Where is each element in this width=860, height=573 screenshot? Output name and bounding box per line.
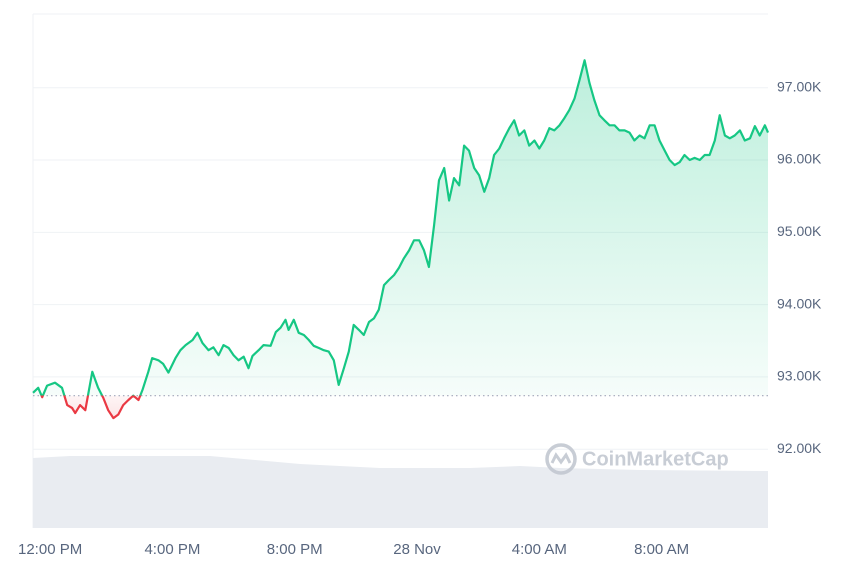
plot-layer [32,59,770,450]
x-tick-label: 12:00 PM [18,541,82,558]
x-tick-label: 8:00 PM [267,541,323,558]
y-tick-label: 97.00K [777,78,822,94]
y-tick-label: 93.00K [777,368,822,384]
watermark-text: CoinMarketCap [582,448,729,470]
y-tick-label: 92.00K [777,440,822,456]
x-tick-label: 4:00 AM [512,541,567,558]
watermark-logo-mark [550,452,572,465]
x-tick-label: 8:00 AM [634,541,689,558]
volume-band [33,456,768,528]
x-tick-label: 4:00 PM [144,541,200,558]
y-tick-label: 96.00K [777,151,822,167]
y-tick-label: 95.00K [777,223,822,239]
x-tick-label: 28 Nov [393,541,441,558]
price-area [33,60,768,419]
watermark: CoinMarketCap [545,443,729,475]
y-tick-label: 94.00K [777,295,822,311]
price-line [32,59,770,420]
watermark-logo [545,443,577,475]
